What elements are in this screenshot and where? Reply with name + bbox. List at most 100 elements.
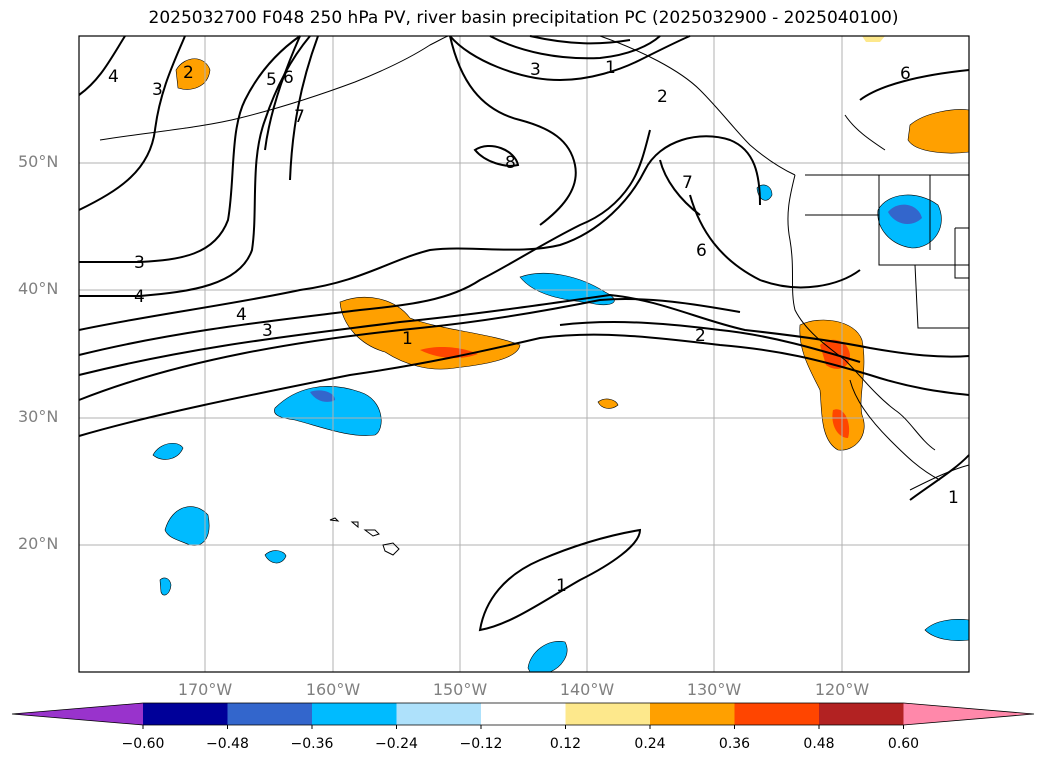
precip-negative-shading (152, 184, 970, 673)
contour-label: 4 (134, 287, 145, 307)
colorbar-tick-label: 0.36 (718, 736, 751, 752)
colorbar-tick-label: 0.12 (549, 736, 582, 752)
contour-south-1 (478, 528, 642, 632)
shade-blue-cell-5 (527, 641, 568, 673)
contour-label: 2 (183, 63, 194, 83)
colorbar-cell (312, 703, 397, 725)
colorbar-cell (481, 703, 566, 725)
colorbar-cell (396, 703, 482, 725)
colorbar-tick-label: −0.36 (290, 736, 334, 752)
colorbar-tick-label: −0.24 (375, 736, 418, 752)
colorbar-tick-label: 0.60 (887, 736, 920, 752)
shade-yellow-top (862, 36, 885, 42)
contour-label: 3 (134, 253, 145, 273)
map-panel: 4 3 2 5 6 7 8 3 1 2 6 7 6 3 4 4 3 1 2 1 … (78, 35, 970, 673)
contour-label: 2 (695, 326, 706, 346)
contour-label: 1 (605, 58, 616, 78)
contour-6-east (689, 194, 861, 289)
shade-blue-cell-2 (164, 506, 210, 546)
colorbar-cell (565, 703, 651, 725)
lat-label: 50°N (18, 152, 59, 171)
contour-2-middle (559, 321, 861, 363)
contour-8-inner (473, 145, 520, 167)
pv-contours (78, 35, 970, 632)
contour-label: 1 (948, 488, 959, 508)
north-america-west-coast (787, 174, 936, 451)
shade-orange-subtropical-plume (339, 296, 521, 370)
lat-label: 20°N (18, 534, 59, 553)
contour-6-west (289, 35, 319, 181)
lon-label: 140°W (559, 680, 615, 699)
shade-orange-small-cell (597, 398, 619, 409)
contour-pv-large-2 (78, 129, 651, 356)
shade-blue-cell-1 (152, 442, 184, 460)
lat-label: 30°N (18, 407, 59, 426)
colorbar-cell (819, 703, 904, 725)
contour-5 (264, 35, 301, 151)
coastlines (99, 35, 970, 491)
contour-1-middle (78, 333, 970, 437)
contour-label: 5 (266, 70, 277, 90)
shade-blue-south-of-plume (274, 386, 382, 436)
colorbar-cell (143, 703, 228, 725)
contour-4-long (79, 35, 311, 297)
colorbar-cell (650, 703, 735, 725)
contour-3-northwest (78, 35, 186, 211)
shade-red-california-south (832, 409, 850, 438)
contour-label: 8 (505, 153, 516, 173)
colorbar-extend-high (903, 703, 1034, 725)
colorbar-tick-label: 0.48 (803, 736, 835, 752)
contour-label: 3 (530, 60, 541, 80)
shade-blue-cell-3 (264, 550, 287, 564)
lon-label: 170°W (177, 680, 233, 699)
contour-label: 6 (283, 68, 294, 88)
colorbar-outline (11, 702, 1035, 726)
contour-polar-2 (489, 35, 661, 60)
colorbar-tick-label: −0.12 (459, 736, 503, 752)
contour-label: 4 (236, 305, 247, 325)
lat-label: 40°N (18, 279, 59, 298)
contour-label: 7 (294, 107, 305, 127)
map-title: 2025032700 F048 250 hPa PV, river basin … (148, 8, 899, 28)
colorbar-tick-label: −0.60 (121, 736, 165, 752)
contour-label: 4 (108, 67, 119, 87)
map-frame (78, 35, 970, 673)
contour-label: 6 (900, 64, 911, 84)
colorbar-extend-low (12, 703, 143, 725)
contour-6-northeast (859, 69, 970, 101)
contour-labels: 4 3 2 5 6 7 8 3 1 2 6 7 6 3 4 4 3 1 2 1 … (108, 58, 959, 596)
shade-darkblue-south-of-plume (310, 390, 335, 402)
contour-label: 6 (696, 241, 707, 261)
contour-3-middle (78, 293, 970, 376)
contour-label: 2 (657, 87, 668, 107)
contour-polar-3 (529, 35, 631, 45)
contour-polar-1 (449, 35, 691, 82)
colorbar-cell (227, 703, 313, 725)
colorbar-cell (734, 703, 820, 725)
lon-label: 160°W (305, 680, 361, 699)
alaska-southeast-coast (599, 35, 796, 176)
contour-label: 7 (682, 173, 693, 193)
lon-label: 150°W (432, 680, 488, 699)
mexico-coast (909, 464, 970, 491)
gridlines (79, 36, 969, 672)
contour-polar-4 (449, 35, 577, 226)
lon-label: 130°W (686, 680, 742, 699)
contour-7-east (659, 159, 701, 216)
colorbar-tick-label: 0.24 (634, 736, 666, 752)
lon-label: 120°W (814, 680, 870, 699)
canada-interior-line (844, 114, 886, 151)
shade-orange-northwest (175, 58, 211, 90)
contour-label: 3 (152, 80, 163, 100)
baja-coast (849, 379, 941, 481)
state-borders (805, 175, 969, 329)
contour-southeast-1 (909, 454, 970, 501)
colorbar-tick-label: −0.48 (206, 736, 249, 752)
contour-label: 1 (556, 576, 567, 596)
alaska-aleutian-coast (99, 35, 449, 141)
hawaii-islands (329, 517, 400, 556)
shade-darkblue-idaho (888, 204, 922, 224)
contour-label: 3 (262, 321, 273, 341)
contour-4-middle (78, 298, 741, 401)
contour-label: 1 (402, 329, 413, 349)
